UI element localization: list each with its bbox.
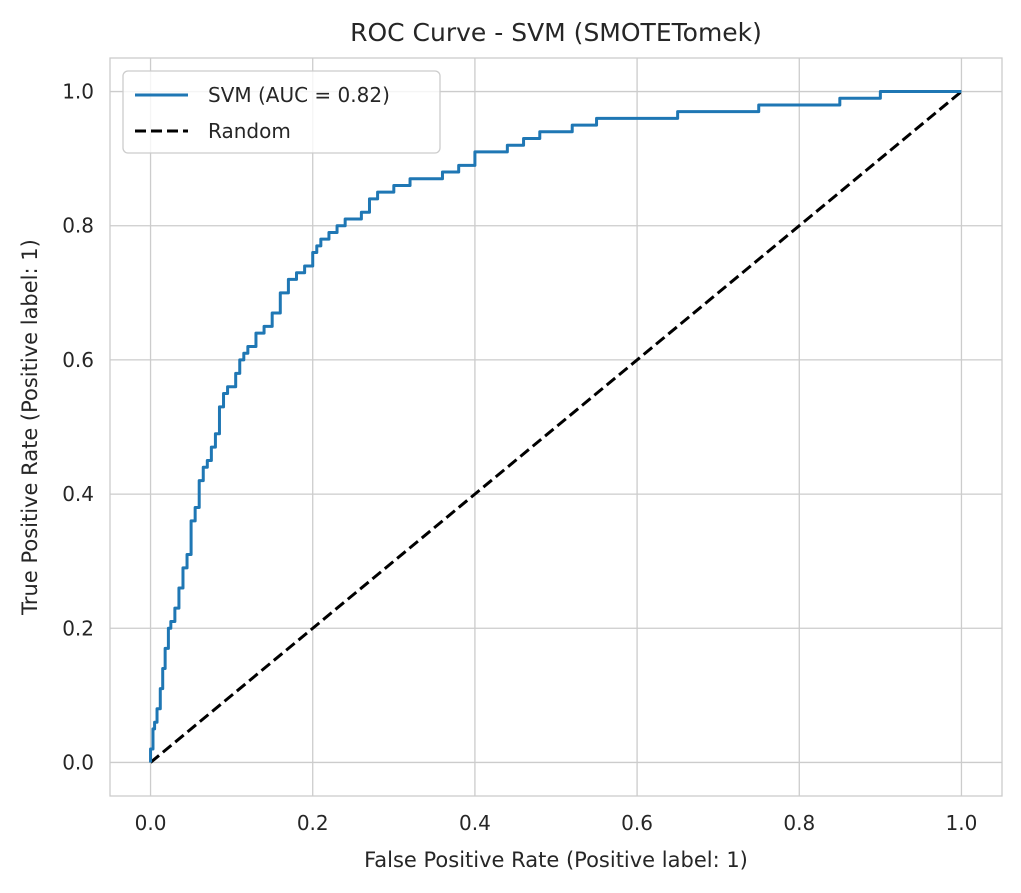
legend-label-random: Random: [208, 119, 291, 143]
series-layer: [149, 90, 963, 764]
y-tick-label: 1.0: [62, 80, 94, 104]
x-axis-label: False Positive Rate (Positive label: 1): [364, 848, 748, 872]
x-tick-label: 0.6: [621, 811, 653, 835]
y-tick-label: 0.6: [62, 348, 94, 372]
tick-labels: 0.0 0.2 0.4 0.6 0.8 1.0 0.0 0.2 0.4 0.6 0.8 1.0: [62, 80, 977, 835]
y-tick-label: 0.4: [62, 482, 94, 506]
legend-label-svm: SVM (AUC = 0.82): [208, 83, 390, 107]
legend-box: [122, 70, 441, 154]
x-tick-label: 1.0: [946, 811, 978, 835]
y-tick-label: 0.0: [62, 750, 94, 774]
y-tick-label: 0.8: [62, 214, 94, 238]
x-tick-label: 0.8: [783, 811, 815, 835]
chart-title: ROC Curve - SVM (SMOTETomek): [350, 18, 762, 47]
plot-frame: [109, 57, 1003, 797]
y-axis-label: True Positive Rate (Positive label: 1): [18, 239, 42, 616]
random-baseline-line: [149, 90, 963, 764]
y-tick-label: 0.2: [62, 616, 94, 640]
x-tick-label: 0.0: [135, 811, 167, 835]
x-tick-label: 0.4: [459, 811, 491, 835]
svm-roc-line: [149, 90, 962, 763]
x-tick-label: 0.2: [297, 811, 329, 835]
legend: SVM (AUC = 0.82) Random: [122, 70, 441, 154]
